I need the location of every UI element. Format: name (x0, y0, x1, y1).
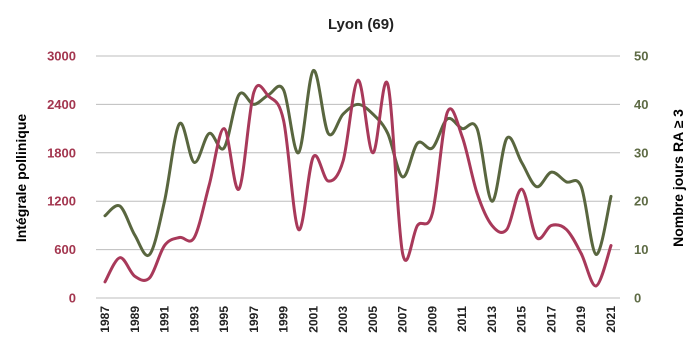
y-left-tick-label: 1800 (47, 145, 76, 160)
x-tick-label: 2015 (515, 306, 529, 333)
series-line-right-axis (103, 69, 613, 258)
y-left-tick-label: 1200 (47, 194, 76, 209)
y-axis-right-label: Nombre jours RA ≥ 3 (670, 109, 686, 247)
y-left-tick-label: 0 (69, 291, 76, 306)
y-axis-left-ticks: 0 600 1200 1800 2400 3000 (47, 49, 76, 306)
gridlines (96, 55, 620, 299)
x-tick-label: 1989 (128, 306, 142, 333)
x-tick-label: 2017 (544, 306, 558, 333)
y-right-tick-label: 20 (634, 194, 648, 209)
y-left-tick-label: 2400 (47, 97, 76, 112)
y-right-tick-label: 0 (634, 291, 641, 306)
x-tick-label: 1999 (277, 306, 291, 333)
series-lines (103, 69, 613, 288)
x-tick-label: 2011 (455, 306, 469, 332)
x-tick-label: 2021 (604, 306, 618, 333)
x-tick-label: 1995 (217, 306, 231, 333)
y-axis-left-label: Intégrale pollinique (13, 114, 29, 243)
x-tick-label: 2013 (485, 306, 499, 333)
y-right-tick-label: 50 (634, 49, 648, 64)
x-tick-label: 2009 (425, 306, 439, 333)
series-line-left-axis (103, 78, 613, 288)
x-tick-label: 1997 (247, 306, 261, 333)
y-right-tick-label: 10 (634, 242, 648, 257)
x-tick-label: 2003 (336, 306, 350, 333)
x-tick-label: 2005 (366, 306, 380, 333)
y-right-tick-label: 40 (634, 97, 648, 112)
x-tick-label: 2001 (306, 306, 320, 333)
x-axis-ticks: 1987 1989 1991 1993 1995 1997 1999 2001 2003 2005… (98, 306, 618, 333)
y-axis-right-ticks: 0 10 20 30 40 50 (634, 49, 648, 306)
y-left-tick-label: 600 (54, 242, 76, 257)
x-tick-label: 1991 (158, 306, 172, 333)
y-right-tick-label: 30 (634, 145, 648, 160)
chart-title: Lyon (69) (328, 16, 394, 33)
x-tick-label: 1987 (98, 306, 112, 333)
y-left-tick-label: 3000 (47, 49, 76, 64)
x-tick-label: 1993 (187, 306, 201, 333)
x-tick-label: 2019 (574, 306, 588, 333)
x-tick-label: 2007 (396, 306, 410, 333)
